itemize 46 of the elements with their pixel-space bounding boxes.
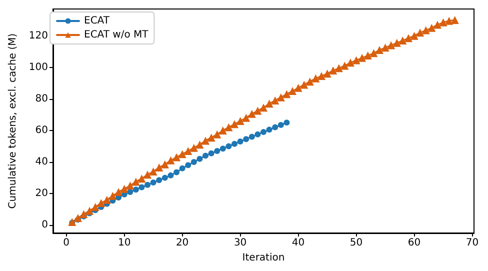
point: [208, 150, 214, 156]
point: [156, 177, 162, 184]
point: [226, 143, 232, 150]
x-tick-label: 40: [292, 238, 305, 248]
x-tick-label: 20: [176, 238, 189, 248]
x-tick-label: 70: [466, 238, 479, 248]
y-tick-label: 120: [28, 30, 48, 42]
x-tick-label: 10: [118, 238, 131, 248]
y-tick-label: 80: [35, 93, 48, 104]
point: [162, 174, 168, 181]
point: [144, 182, 151, 188]
point: [168, 172, 174, 178]
legend-label: ECAT w/o MT: [84, 30, 150, 40]
point: [243, 136, 250, 142]
legend-label: ECAT: [84, 16, 110, 26]
point: [190, 159, 197, 166]
point: [179, 165, 186, 172]
point: [185, 162, 192, 168]
x-tick-label: 30: [234, 238, 247, 248]
y-tick-label: 100: [28, 62, 48, 73]
point: [260, 129, 266, 136]
point: [266, 126, 272, 133]
point: [214, 148, 220, 154]
x-tick-label: 50: [350, 238, 363, 248]
x-tick-label: 60: [408, 238, 421, 248]
point: [202, 152, 209, 159]
point: [232, 140, 238, 147]
point: [272, 124, 278, 130]
x-axis-title: Iteration: [242, 252, 285, 264]
y-axis-title: Cumulative tokens, excl. cache (M): [8, 33, 18, 209]
point: [248, 134, 255, 140]
point: [237, 138, 244, 145]
y-tick-label: 40: [35, 156, 48, 168]
y-tick-label: 20: [35, 188, 48, 200]
point: [220, 146, 226, 152]
point: [138, 184, 145, 190]
y-tick-label: 0: [42, 220, 48, 231]
point: [278, 122, 284, 128]
point: [132, 186, 139, 193]
y-tick-label: 60: [35, 124, 48, 136]
point: [254, 131, 261, 138]
point: [284, 120, 290, 126]
point: [174, 169, 180, 176]
x-tick-label: 0: [63, 238, 70, 248]
point: [150, 180, 156, 186]
point: [196, 156, 203, 162]
